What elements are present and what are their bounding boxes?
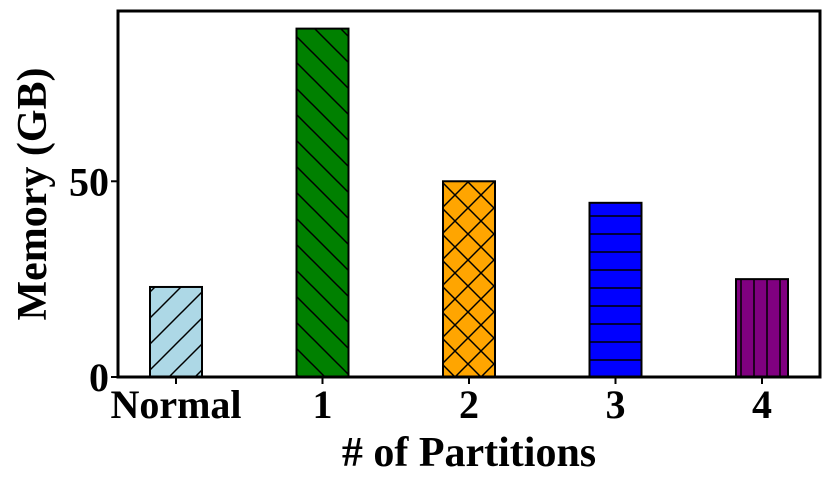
- bar-3: [588, 201, 643, 378]
- y-tick-label: 0: [89, 355, 109, 400]
- x-tick-label: 2: [459, 382, 479, 427]
- x-ticks-group: Normal 1 2 3 4: [110, 377, 772, 427]
- bar-4: [735, 278, 789, 378]
- bar-normal: [149, 285, 203, 379]
- y-ticks-group: 0 50: [69, 159, 118, 400]
- y-tick-label: 50: [69, 159, 109, 204]
- x-tick-label: 3: [606, 382, 626, 427]
- x-tick-label: Normal: [110, 382, 241, 427]
- bar-2: [442, 180, 496, 378]
- bars-group: [149, 27, 789, 379]
- x-tick-label: 1: [313, 382, 333, 427]
- x-axis-label: # of Partitions: [342, 430, 596, 476]
- bar-1: [295, 27, 350, 379]
- plot-frame: [116, 9, 822, 379]
- y-axis-label: Memory (GB): [10, 67, 56, 320]
- x-tick-label: 4: [752, 382, 772, 427]
